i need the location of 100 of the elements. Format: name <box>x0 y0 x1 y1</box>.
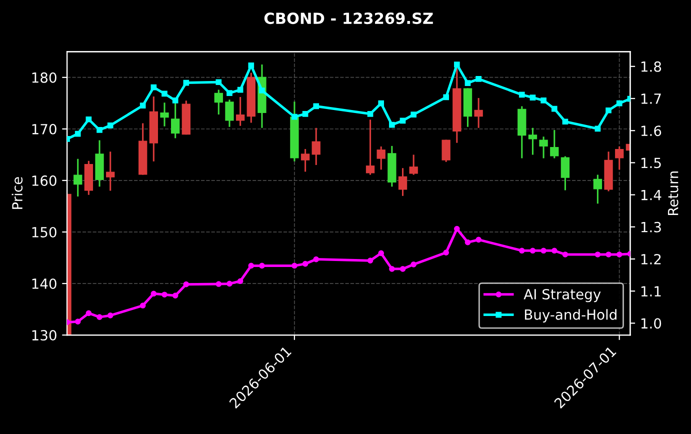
point <box>616 252 622 258</box>
point <box>378 250 384 256</box>
point <box>400 118 406 124</box>
point <box>518 248 525 254</box>
point <box>74 130 81 137</box>
point <box>443 250 449 256</box>
point <box>183 80 190 86</box>
candlestick <box>376 146 386 170</box>
candlestick <box>160 102 169 128</box>
candlestick <box>398 167 408 197</box>
candlestick <box>214 89 223 116</box>
chart-title: CBOND - 123269.SZ <box>264 12 433 24</box>
candlestick <box>615 146 624 170</box>
candlestick <box>560 155 570 192</box>
point <box>302 110 308 117</box>
point <box>530 248 536 254</box>
point <box>248 262 254 269</box>
point <box>518 92 525 98</box>
candlestick <box>442 138 450 163</box>
point <box>410 262 417 268</box>
point <box>562 118 568 125</box>
y2-tick-label: 1.1 <box>641 286 661 296</box>
candlestick <box>366 118 375 176</box>
point <box>367 258 374 264</box>
point <box>216 281 222 287</box>
point <box>292 114 298 120</box>
point <box>464 239 471 246</box>
point <box>140 102 146 108</box>
point <box>162 90 168 97</box>
y-tick-label: 130 <box>32 330 56 341</box>
y2-tick-label: 1.7 <box>641 94 661 104</box>
y2-axis-title: Return <box>668 171 678 216</box>
candlestick <box>593 174 602 204</box>
point <box>107 122 114 128</box>
y2-tick-label: 1.3 <box>641 222 661 232</box>
point <box>237 278 244 284</box>
point <box>226 280 232 287</box>
point <box>400 266 406 272</box>
candlestick <box>225 98 234 128</box>
candlestick <box>474 97 483 129</box>
point <box>313 103 320 110</box>
point <box>454 226 460 232</box>
candlestick <box>236 96 245 127</box>
point <box>551 248 558 254</box>
y-tick-label: 150 <box>32 226 56 238</box>
point <box>259 262 265 269</box>
point <box>606 252 612 258</box>
point <box>389 122 395 128</box>
point <box>216 79 222 86</box>
y-tick-label: 180 <box>32 72 56 83</box>
point <box>226 90 232 96</box>
point <box>378 100 384 106</box>
point <box>606 107 612 114</box>
point <box>540 248 546 254</box>
candlestick <box>409 154 418 176</box>
point <box>540 98 546 104</box>
point <box>292 262 298 269</box>
point <box>410 112 417 118</box>
point <box>443 94 449 100</box>
point <box>594 126 601 132</box>
point <box>389 266 395 272</box>
point <box>150 84 157 90</box>
point <box>313 256 320 262</box>
point <box>367 110 374 117</box>
point <box>476 76 482 82</box>
y2-tick-label: 1.8 <box>641 61 662 72</box>
point <box>96 314 102 320</box>
point <box>96 127 102 133</box>
candlestick <box>528 127 538 156</box>
point <box>302 260 308 267</box>
point <box>150 290 157 297</box>
point <box>74 318 81 324</box>
candlestick <box>106 150 115 192</box>
point <box>86 116 92 122</box>
point <box>172 98 178 104</box>
y2-tick-label: 1.2 <box>641 254 661 264</box>
y-tick-label: 140 <box>32 278 56 289</box>
point <box>562 252 568 258</box>
point <box>248 62 254 68</box>
point <box>476 236 482 243</box>
point <box>594 252 601 258</box>
candlestick <box>550 129 559 160</box>
legend-label: AI Strategy <box>524 288 601 302</box>
point <box>140 302 146 308</box>
point <box>107 312 114 318</box>
point <box>530 94 536 100</box>
legend-label: Buy-and-Hold <box>524 309 616 323</box>
point <box>162 292 168 298</box>
point <box>86 310 92 316</box>
y2-tick-label: 1.6 <box>641 126 662 136</box>
y-axis-title: Price <box>12 177 23 209</box>
point <box>172 292 178 298</box>
point <box>183 281 190 288</box>
point <box>237 86 244 93</box>
point <box>551 106 558 112</box>
y-tick-label: 170 <box>32 124 56 134</box>
point <box>616 100 622 106</box>
candlestick <box>312 127 320 166</box>
candlestick <box>539 136 548 160</box>
y-tick-label: 160 <box>32 175 56 186</box>
